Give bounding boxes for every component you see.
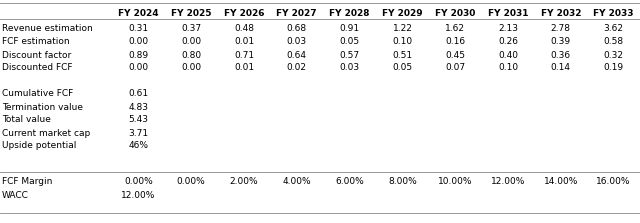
Text: 0.31: 0.31 bbox=[129, 25, 148, 33]
Text: 0.03: 0.03 bbox=[340, 64, 360, 72]
Text: 0.32: 0.32 bbox=[604, 50, 623, 60]
Text: FY 2029: FY 2029 bbox=[382, 8, 422, 17]
Text: 0.14: 0.14 bbox=[551, 64, 571, 72]
Text: 2.78: 2.78 bbox=[551, 25, 571, 33]
Text: Discounted FCF: Discounted FCF bbox=[2, 64, 72, 72]
Text: 0.00: 0.00 bbox=[181, 64, 201, 72]
Text: 12.00%: 12.00% bbox=[121, 190, 156, 200]
Text: Termination value: Termination value bbox=[2, 103, 83, 112]
Text: FY 2024: FY 2024 bbox=[118, 8, 159, 17]
Text: 0.07: 0.07 bbox=[445, 64, 465, 72]
Text: 0.03: 0.03 bbox=[287, 37, 307, 47]
Text: 0.61: 0.61 bbox=[129, 89, 148, 99]
Text: 0.36: 0.36 bbox=[551, 50, 571, 60]
Text: Upside potential: Upside potential bbox=[2, 142, 76, 151]
Text: 0.00: 0.00 bbox=[129, 37, 148, 47]
Text: 0.64: 0.64 bbox=[287, 50, 307, 60]
Text: 6.00%: 6.00% bbox=[335, 178, 364, 186]
Text: 0.37: 0.37 bbox=[181, 25, 201, 33]
Text: 0.48: 0.48 bbox=[234, 25, 254, 33]
Text: 0.68: 0.68 bbox=[287, 25, 307, 33]
Text: 0.19: 0.19 bbox=[604, 64, 623, 72]
Text: 2.00%: 2.00% bbox=[230, 178, 259, 186]
Text: FY 2031: FY 2031 bbox=[488, 8, 528, 17]
Text: FY 2026: FY 2026 bbox=[224, 8, 264, 17]
Text: 0.00%: 0.00% bbox=[177, 178, 205, 186]
Text: 0.40: 0.40 bbox=[498, 50, 518, 60]
Text: 12.00%: 12.00% bbox=[491, 178, 525, 186]
Text: 1.22: 1.22 bbox=[392, 25, 412, 33]
Text: 0.91: 0.91 bbox=[340, 25, 360, 33]
Text: 2.13: 2.13 bbox=[498, 25, 518, 33]
Text: 0.57: 0.57 bbox=[340, 50, 360, 60]
Text: 0.58: 0.58 bbox=[604, 37, 623, 47]
Text: 4.83: 4.83 bbox=[129, 103, 148, 112]
Text: FY 2033: FY 2033 bbox=[593, 8, 634, 17]
Text: 0.26: 0.26 bbox=[498, 37, 518, 47]
Text: 0.10: 0.10 bbox=[392, 37, 412, 47]
Text: 0.89: 0.89 bbox=[129, 50, 148, 60]
Text: 0.45: 0.45 bbox=[445, 50, 465, 60]
Text: 0.39: 0.39 bbox=[551, 37, 571, 47]
Text: 0.00: 0.00 bbox=[129, 64, 148, 72]
Text: 46%: 46% bbox=[129, 142, 148, 151]
Text: 5.43: 5.43 bbox=[129, 116, 148, 124]
Text: Current market cap: Current market cap bbox=[2, 128, 90, 138]
Text: 3.62: 3.62 bbox=[604, 25, 623, 33]
Text: FY 2027: FY 2027 bbox=[276, 8, 317, 17]
Text: 0.01: 0.01 bbox=[234, 64, 254, 72]
Text: Cumulative FCF: Cumulative FCF bbox=[2, 89, 73, 99]
Text: 10.00%: 10.00% bbox=[438, 178, 472, 186]
Text: 14.00%: 14.00% bbox=[543, 178, 578, 186]
Text: 0.00: 0.00 bbox=[181, 37, 201, 47]
Text: 0.01: 0.01 bbox=[234, 37, 254, 47]
Text: FCF estimation: FCF estimation bbox=[2, 37, 70, 47]
Text: FY 2030: FY 2030 bbox=[435, 8, 476, 17]
Text: FY 2032: FY 2032 bbox=[541, 8, 581, 17]
Text: Revenue estimation: Revenue estimation bbox=[2, 25, 93, 33]
Text: 0.05: 0.05 bbox=[340, 37, 360, 47]
Text: FY 2028: FY 2028 bbox=[330, 8, 370, 17]
Text: WACC: WACC bbox=[2, 190, 29, 200]
Text: 3.71: 3.71 bbox=[129, 128, 148, 138]
Text: 0.71: 0.71 bbox=[234, 50, 254, 60]
Text: 0.80: 0.80 bbox=[181, 50, 201, 60]
Text: 0.10: 0.10 bbox=[498, 64, 518, 72]
Text: 16.00%: 16.00% bbox=[596, 178, 631, 186]
Text: FY 2025: FY 2025 bbox=[171, 8, 211, 17]
Text: 0.51: 0.51 bbox=[392, 50, 412, 60]
Text: 0.16: 0.16 bbox=[445, 37, 465, 47]
Text: FCF Margin: FCF Margin bbox=[2, 178, 52, 186]
Text: Discount factor: Discount factor bbox=[2, 50, 71, 60]
Text: 1.62: 1.62 bbox=[445, 25, 465, 33]
Text: 4.00%: 4.00% bbox=[282, 178, 311, 186]
Text: 0.00%: 0.00% bbox=[124, 178, 153, 186]
Text: 0.05: 0.05 bbox=[392, 64, 412, 72]
Text: Total value: Total value bbox=[2, 116, 51, 124]
Text: 8.00%: 8.00% bbox=[388, 178, 417, 186]
Text: 0.02: 0.02 bbox=[287, 64, 307, 72]
